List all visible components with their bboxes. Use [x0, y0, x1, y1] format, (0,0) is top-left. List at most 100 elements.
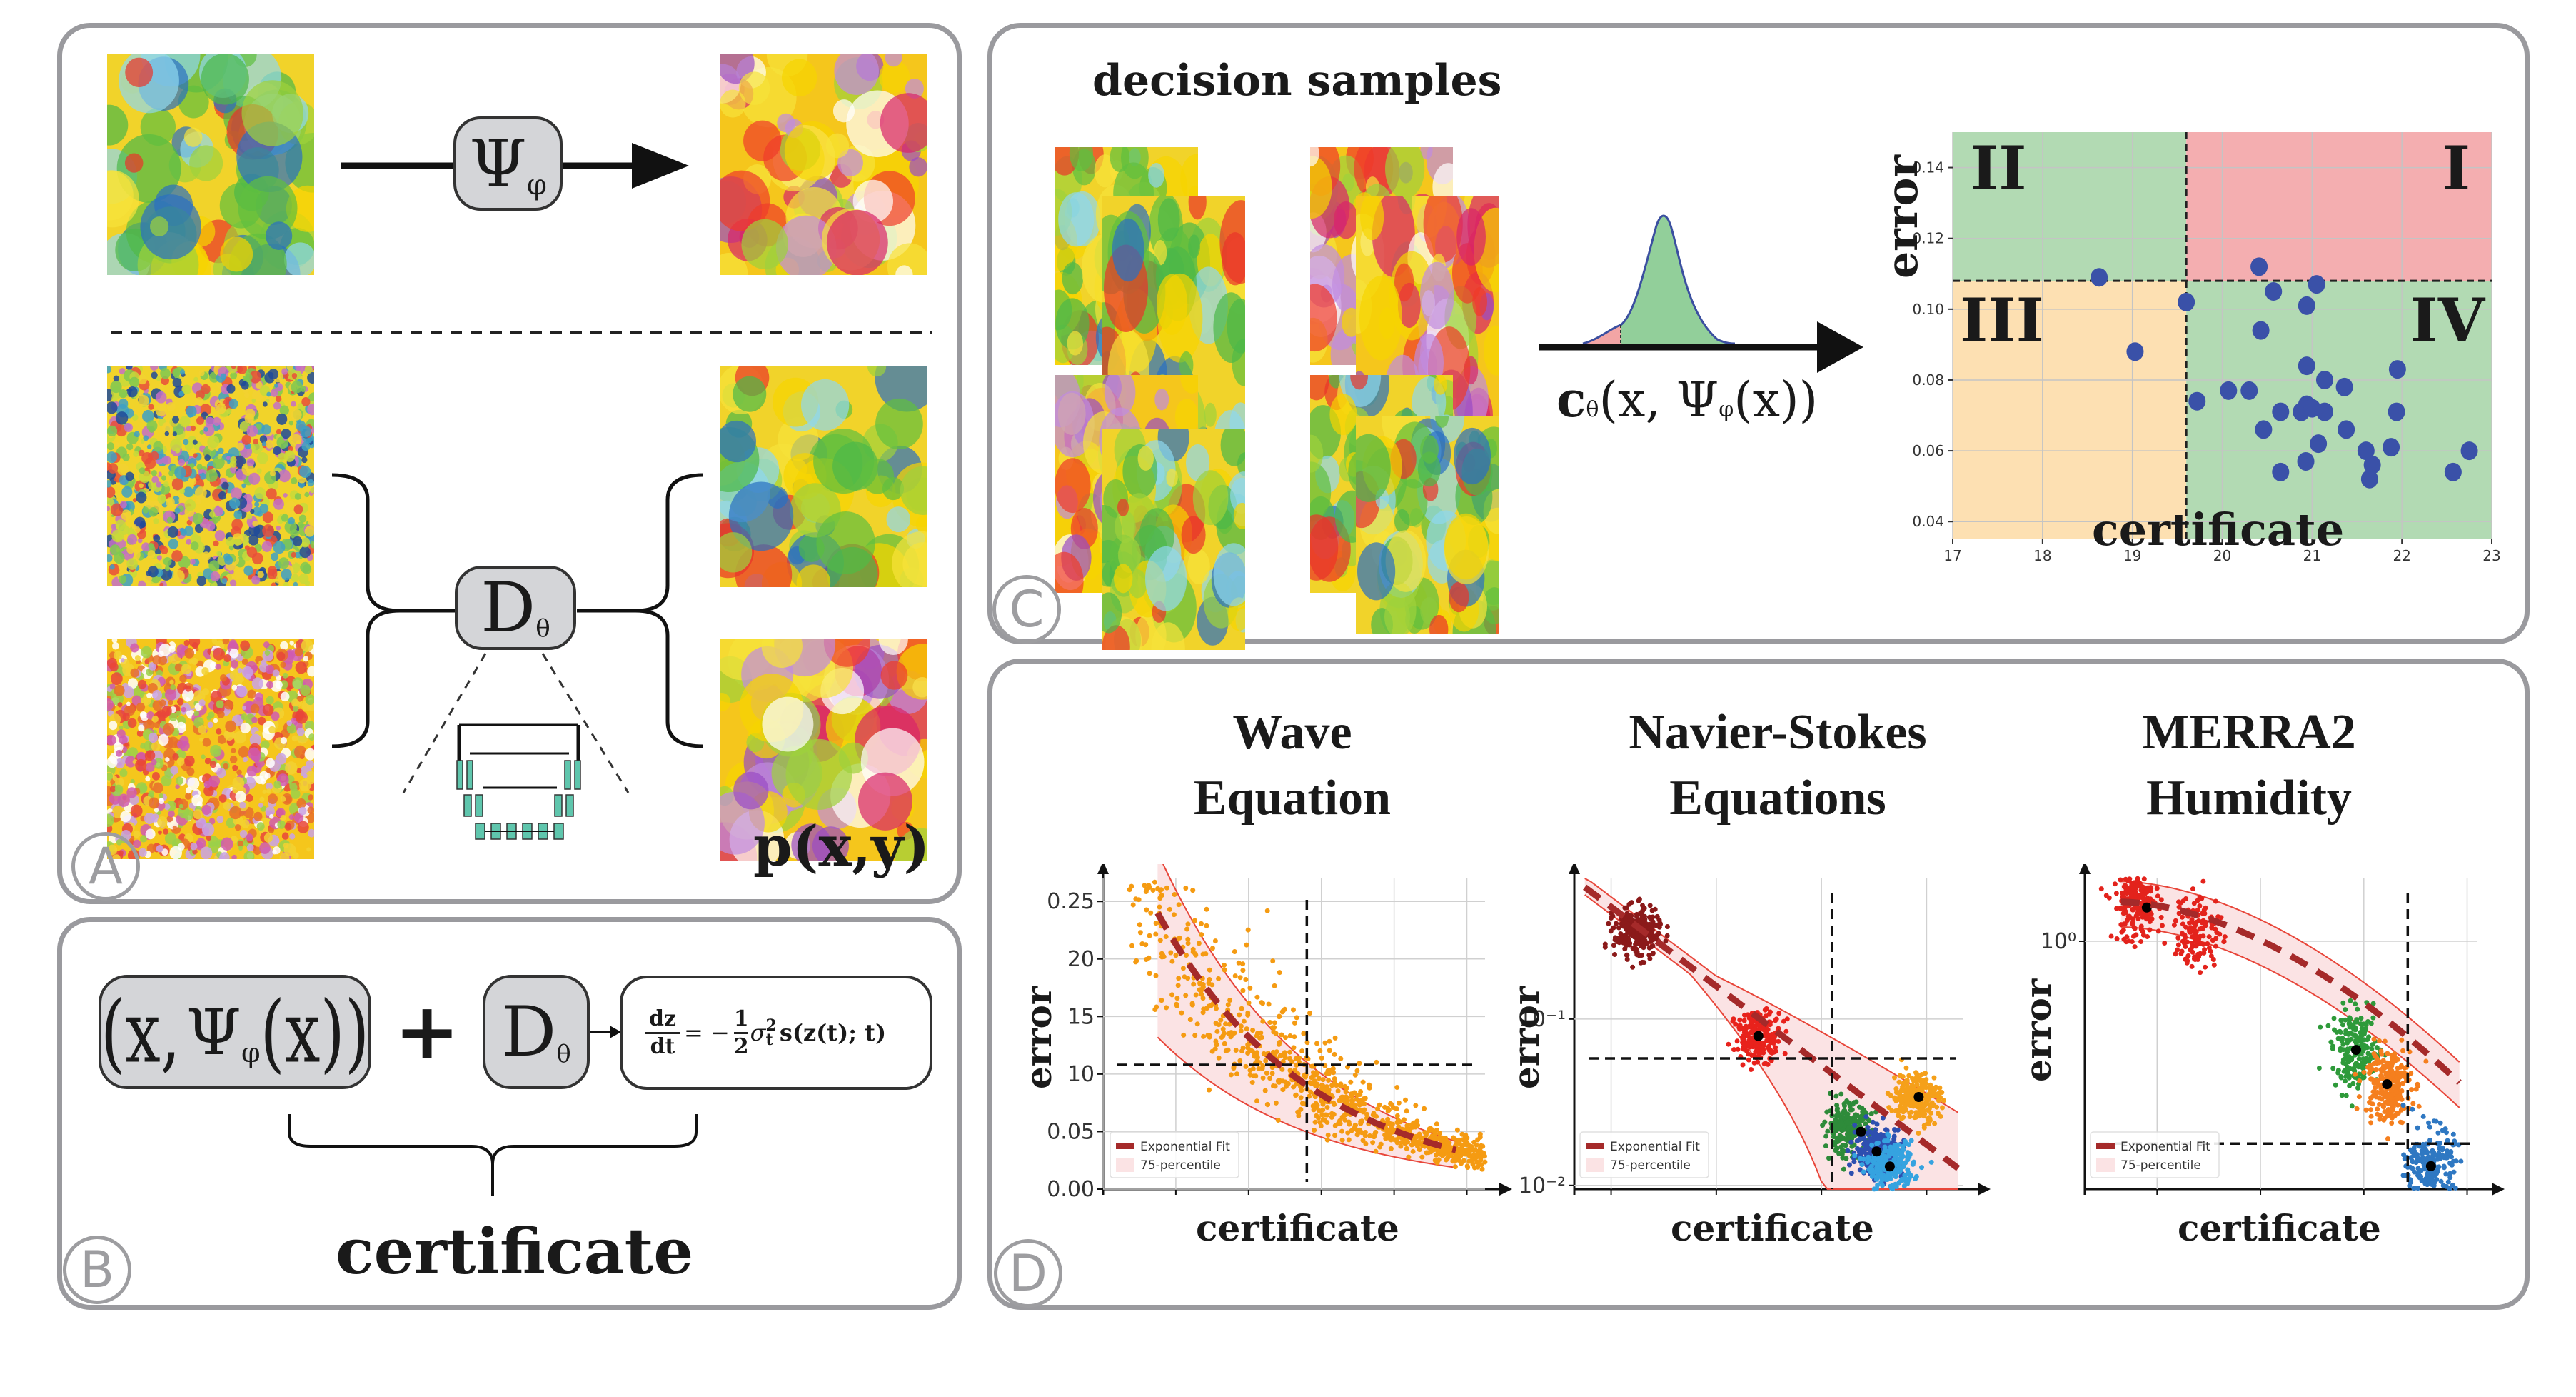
scatter-point	[1621, 939, 1627, 945]
field-blob	[291, 373, 298, 379]
field-blob	[198, 369, 205, 376]
scatter-point	[1921, 1103, 1927, 1108]
scatter-point	[1231, 1066, 1237, 1071]
ode-box[interactable]: dz dt = − 1 2 σ 2 t s(z(t); t)	[620, 976, 932, 1090]
scatter-point	[1176, 976, 1182, 981]
field-blob	[168, 712, 178, 721]
scatter-point	[1826, 1156, 1831, 1161]
field-blob	[162, 421, 172, 433]
scatter-point	[1339, 1094, 1345, 1100]
y-tick-label: 0.25	[1047, 889, 1095, 914]
field-blob	[263, 641, 270, 649]
field-blob	[118, 575, 126, 584]
scatter-point	[1410, 1148, 1416, 1154]
zoom-guide-left	[402, 653, 487, 793]
field-blob	[126, 545, 135, 554]
scatter-point	[1269, 1071, 1275, 1076]
scatter-point	[1452, 1164, 1458, 1170]
field-blob	[246, 374, 253, 381]
scatter-point	[1841, 1166, 1846, 1172]
field-blob	[231, 366, 236, 369]
scatter-point	[1903, 1102, 1908, 1108]
field-blob	[238, 746, 249, 758]
field-blob	[111, 639, 118, 644]
field-blob	[254, 487, 266, 499]
scatter-point	[1398, 1143, 1404, 1149]
scatter-point	[1445, 1155, 1451, 1161]
scatter-point	[2297, 451, 2315, 471]
field-blob	[177, 649, 186, 659]
field-blob	[207, 435, 220, 449]
field-blob	[184, 755, 195, 767]
field-blob	[181, 664, 191, 675]
field-blob	[262, 511, 273, 524]
scatter-point	[1374, 1059, 1379, 1065]
scatter-point	[1422, 1143, 1427, 1149]
field-blob	[791, 823, 832, 861]
scatter-point	[1251, 1073, 1257, 1079]
scatter-point	[1782, 1051, 1788, 1056]
field-blob	[259, 435, 268, 444]
x-tick-label: 5.2	[1699, 1198, 1734, 1200]
scatter-point	[1832, 1118, 1838, 1123]
scatter-point	[1611, 943, 1616, 948]
scatter-point	[1663, 938, 1669, 944]
scatter-point	[1641, 960, 1647, 966]
field-blob	[189, 145, 223, 181]
field-blob	[291, 788, 301, 799]
navier-title-line-2: Equations	[1669, 771, 1886, 826]
field-blob	[293, 745, 307, 759]
field-blob	[720, 420, 757, 463]
field-blob	[126, 443, 134, 451]
scatter-point	[1901, 1114, 1906, 1120]
scatter-point	[1233, 1048, 1239, 1053]
field-blob	[109, 786, 116, 793]
field-blob	[1434, 375, 1447, 395]
field-blob	[214, 530, 226, 541]
scatter-point	[1159, 998, 1164, 1003]
wave-title-line-2: Equation	[1193, 771, 1392, 826]
field-blob	[183, 127, 203, 147]
scatter-point	[1146, 883, 1152, 888]
scatter-point	[1911, 1076, 1917, 1082]
field-blob	[128, 678, 138, 689]
scatter-point	[1245, 927, 1251, 933]
scatter-point	[1287, 1056, 1292, 1061]
scatter-point	[1294, 1015, 1299, 1021]
field-blob	[199, 737, 203, 742]
field-blob	[183, 439, 189, 446]
field-blob	[117, 702, 123, 708]
field-blob	[163, 556, 172, 566]
scatter-point	[1762, 1033, 1768, 1038]
field-blob	[181, 385, 190, 394]
scatter-point	[1823, 1143, 1828, 1149]
field-blob	[172, 825, 178, 831]
scatter-point	[1161, 954, 1167, 960]
scatter-point	[2252, 321, 2270, 340]
field-blob	[271, 552, 279, 561]
field-blob	[738, 71, 770, 105]
scatter-point	[1272, 983, 1277, 988]
scatter-point	[1766, 1043, 1771, 1049]
field-blob	[896, 644, 927, 700]
field-blob	[288, 446, 293, 451]
scatter-point	[1346, 1119, 1352, 1125]
scatter-point	[1386, 1128, 1392, 1133]
scatter-point	[1367, 1085, 1372, 1091]
field-blob	[268, 827, 275, 833]
legend-fit-label: Exponential Fit	[1140, 1140, 1230, 1154]
field-blob	[1444, 513, 1488, 580]
field-blob	[296, 727, 305, 736]
scatter-point	[1385, 1116, 1391, 1122]
field-blob	[243, 565, 253, 576]
sample-3-front	[1102, 429, 1245, 650]
field-blob	[1055, 551, 1084, 593]
scatter-point	[1349, 1098, 1354, 1103]
scatter-point	[1385, 1108, 1391, 1113]
field-blob	[1310, 147, 1319, 167]
scatter-point	[1730, 1018, 1736, 1024]
